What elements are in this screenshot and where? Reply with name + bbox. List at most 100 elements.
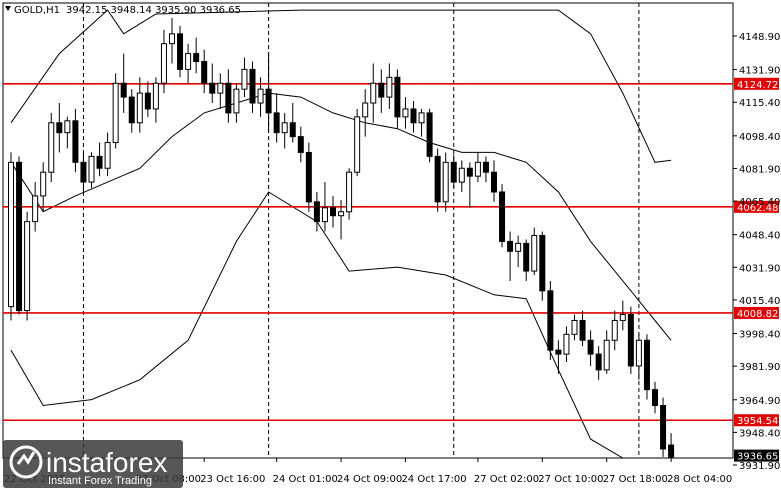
- candle-body-down: [643, 339, 650, 391]
- y-tick-label: 4048.40: [739, 231, 780, 242]
- y-tick-label: 3981.90: [739, 362, 780, 373]
- level-price-label: 4062.48: [737, 203, 778, 214]
- candle-body-up: [370, 82, 377, 104]
- candle-body-up: [619, 314, 626, 321]
- candle-body-down: [305, 151, 312, 203]
- candle-body-up: [402, 108, 409, 118]
- collapse-triangle-icon[interactable]: [5, 6, 11, 11]
- candle-body-down: [80, 161, 87, 183]
- candle-body-up: [442, 161, 449, 203]
- candle-body-down: [209, 82, 216, 94]
- level-price-label: 4008.82: [737, 309, 778, 320]
- x-tick-label: 28 Oct 04:00: [667, 474, 732, 485]
- logo-text: instaforex: [46, 447, 167, 478]
- candle-body-up: [418, 112, 425, 124]
- candle-body-down: [507, 240, 514, 252]
- candle-body-up: [603, 339, 610, 371]
- level-price-label: 4124.72: [737, 80, 778, 91]
- candle-body-up: [386, 76, 393, 98]
- candle-body-up: [24, 221, 31, 312]
- candles: [8, 18, 675, 458]
- x-tick-label: 27 Oct 02:00: [474, 474, 539, 485]
- candle-body-down: [466, 167, 473, 177]
- candle-body-down: [120, 82, 127, 98]
- candle-body-up: [112, 82, 119, 144]
- candle-body-down: [249, 68, 256, 104]
- logo-backdrop: [3, 440, 183, 488]
- candle-body-down: [177, 33, 184, 70]
- candle-body-down: [72, 120, 79, 163]
- candle-body-up: [104, 142, 111, 169]
- candle-body-up: [136, 92, 143, 124]
- candle-body-up: [635, 339, 642, 367]
- candle-body-down: [668, 444, 675, 458]
- candle-body-up: [185, 53, 192, 70]
- bollinger-upper-line: [10, 9, 672, 163]
- candle-body-down: [330, 207, 336, 217]
- candle-body-down: [482, 161, 489, 173]
- symbol-timeframe: GOLD,H1: [14, 5, 60, 16]
- candle-body-down: [579, 319, 586, 341]
- y-tick-label: 3998.40: [739, 330, 780, 341]
- candle-body-down: [491, 171, 497, 193]
- candle-body-up: [571, 319, 578, 335]
- period-separators: [82, 3, 640, 458]
- y-tick-label: 4065.40: [739, 197, 780, 208]
- candle-body-up: [611, 319, 618, 341]
- level-price-tag: [734, 77, 779, 90]
- candle-body-down: [426, 112, 433, 157]
- candle-body-up: [8, 161, 14, 308]
- candle-body-down: [96, 155, 103, 169]
- y-tick-label: 4148.90: [739, 32, 780, 43]
- logo-mark-icon: [9, 445, 43, 479]
- x-tick-label: 24 Oct 09:00: [337, 474, 402, 485]
- y-tick-label: 4015.40: [739, 296, 780, 307]
- logo-chevron-icon: [16, 451, 36, 465]
- candle-body-down: [16, 161, 23, 312]
- candle-body-up: [362, 102, 369, 118]
- candle-body-down: [313, 201, 320, 223]
- candle-body-up: [48, 122, 55, 173]
- candle-body-down: [378, 82, 385, 98]
- x-tick-label: 24 Oct 17:00: [401, 474, 466, 485]
- y-tick-label: 3948.40: [739, 428, 780, 439]
- candle-body-down: [499, 191, 506, 242]
- candle-body-up: [531, 234, 538, 272]
- candle-body-down: [410, 108, 417, 124]
- candle-body-up: [281, 122, 288, 134]
- candle-body-down: [595, 353, 602, 371]
- candle-body-up: [321, 207, 328, 223]
- candle-body-up: [458, 167, 465, 183]
- candle-body-down: [225, 82, 232, 114]
- candle-body-up: [40, 171, 47, 197]
- y-tick-label: 3931.90: [739, 461, 780, 472]
- x-tick-label: 27 Oct 10:00: [538, 474, 603, 485]
- instaforex-logo: instaforex Instant Forex Trading: [3, 440, 183, 488]
- y-tick-label: 4098.40: [739, 132, 780, 143]
- ohlc-readout: 3942.15 3948.14 3935.90 3936.65: [66, 5, 241, 16]
- candle-body-up: [338, 211, 345, 217]
- y-tick-label: 4131.90: [739, 66, 780, 77]
- candle-body-down: [434, 155, 441, 203]
- candle-body-up: [217, 82, 224, 94]
- candle-body-down: [523, 242, 530, 272]
- candle-body-down: [144, 92, 151, 110]
- candle-body-up: [257, 88, 264, 104]
- current-price-label: 3936.65: [737, 452, 778, 463]
- candle-body-up: [64, 120, 71, 134]
- candle-body-up: [160, 43, 167, 84]
- x-tick-label: 27 Oct 18:00: [603, 474, 668, 485]
- candle-body-down: [193, 53, 200, 62]
- candle-body-down: [128, 96, 135, 124]
- price-axis: 3931.90 3948.40 3964.90 3981.90 3998.40 4015.…: [733, 32, 780, 472]
- level-price-label: 3954.54: [737, 416, 778, 427]
- candle-body-down: [555, 349, 562, 355]
- y-tick-label: 4081.90: [739, 164, 780, 175]
- current-price-tag: [734, 449, 779, 462]
- candle-body-up: [169, 33, 175, 45]
- candle-body-down: [297, 136, 304, 153]
- candle-body-up: [152, 82, 159, 110]
- candle-body-down: [660, 404, 667, 450]
- candle-body-down: [265, 88, 272, 114]
